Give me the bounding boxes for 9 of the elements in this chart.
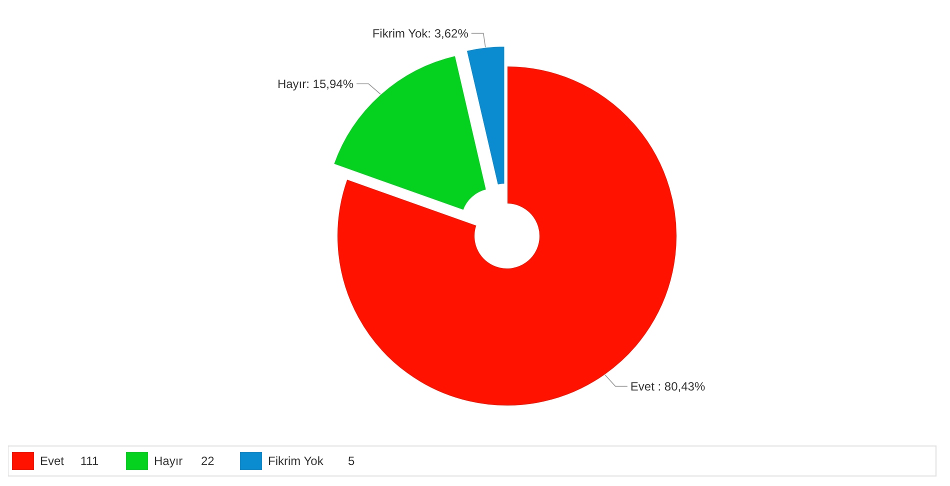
text: Fikrim Yok: 3,62% (372, 26, 469, 40)
data-label: 22 (201, 454, 215, 468)
legend-label: Fikrim Yok (268, 454, 324, 468)
legend-label: Evet (40, 454, 65, 468)
legend-label: Hayır (154, 454, 183, 468)
data-label: 111 (80, 454, 99, 468)
text: Hayır: 15,94% (277, 76, 354, 91)
data-label: 5 (348, 454, 355, 468)
text: Evet : 80,43% (630, 379, 706, 394)
